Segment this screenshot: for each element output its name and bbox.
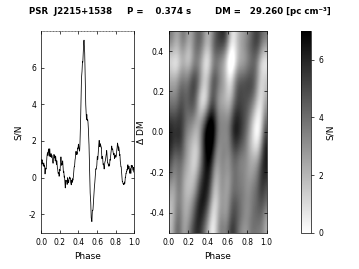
Y-axis label: S/N: S/N [326,124,335,140]
X-axis label: Phase: Phase [204,252,231,261]
Text: PSR  J2215+1538     P =    0.374 s        DM =   29.260 [pc cm⁻³]: PSR J2215+1538 P = 0.374 s DM = 29.260 [… [29,7,330,16]
Y-axis label: S/N: S/N [14,124,23,140]
X-axis label: Phase: Phase [74,252,101,261]
Y-axis label: Δ DM: Δ DM [137,120,146,144]
